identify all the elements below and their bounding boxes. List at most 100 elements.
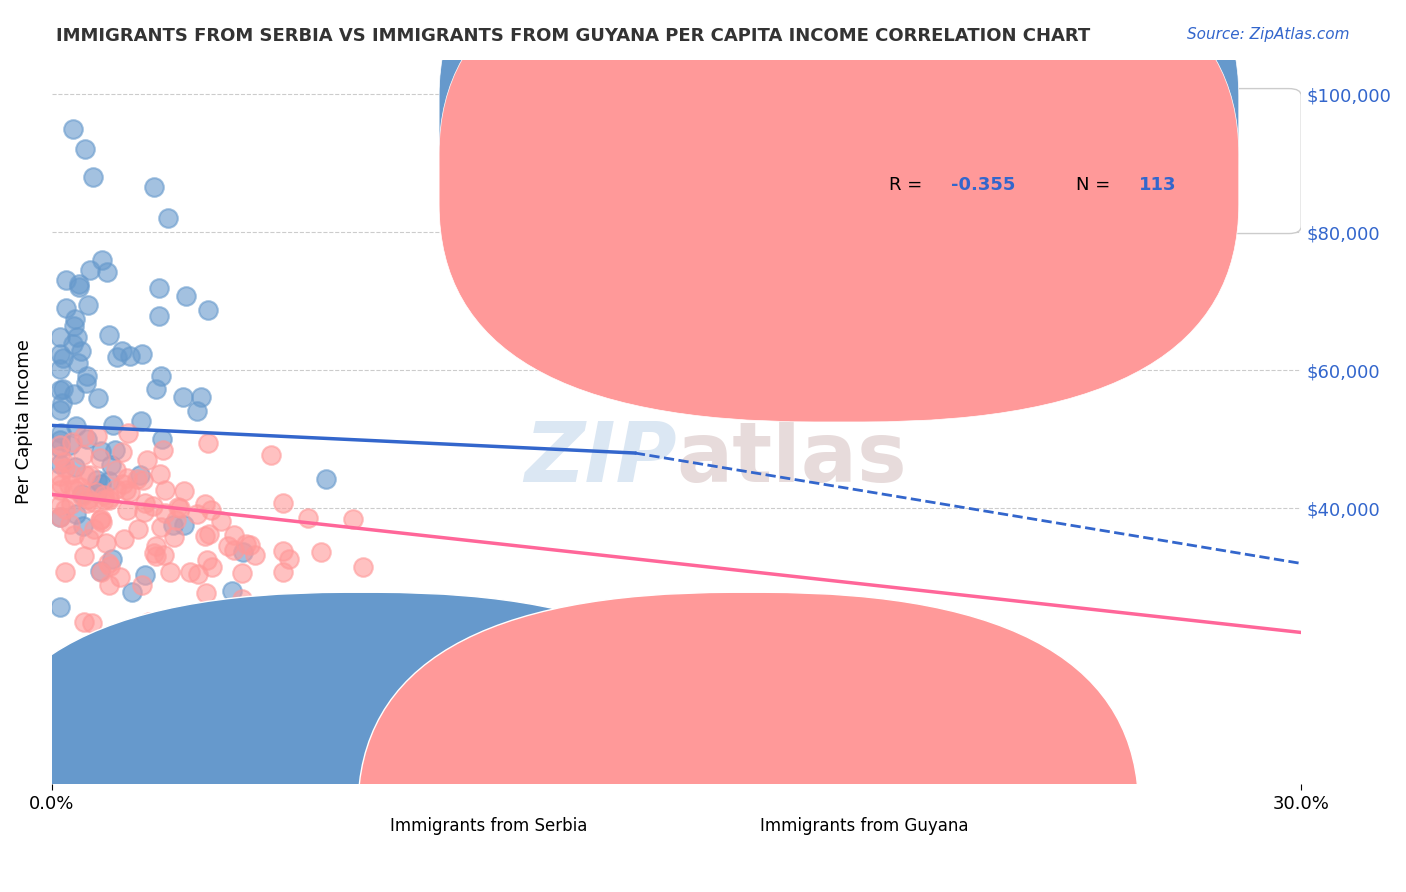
Point	[59, 467, 82, 481]
Point	[97, 556, 120, 570]
Point	[90, 252, 112, 267]
Point	[115, 483, 138, 497]
Point	[100, 458, 122, 473]
FancyBboxPatch shape	[359, 592, 1139, 892]
Point	[222, 543, 245, 558]
Point	[131, 347, 153, 361]
Point	[55, 301, 77, 316]
Point	[58, 478, 80, 492]
Point	[186, 508, 208, 522]
Point	[79, 263, 101, 277]
Point	[112, 644, 135, 658]
Point	[104, 442, 127, 457]
Point	[55, 273, 77, 287]
Point	[134, 505, 156, 519]
Point	[49, 510, 72, 524]
Text: 80: 80	[1139, 118, 1164, 136]
Point	[70, 344, 93, 359]
Text: R =: R =	[889, 176, 928, 194]
Point	[72, 429, 94, 443]
Point	[271, 496, 294, 510]
Point	[128, 467, 150, 482]
Point	[65, 460, 87, 475]
Point	[67, 277, 90, 292]
Point	[91, 515, 114, 529]
Point	[60, 434, 83, 449]
Point	[222, 528, 245, 542]
Point	[108, 570, 131, 584]
Point	[169, 500, 191, 515]
Point	[79, 467, 101, 482]
Point	[125, 653, 148, 667]
Point	[145, 382, 167, 396]
Point	[80, 615, 103, 630]
Point	[231, 566, 253, 581]
Point	[176, 289, 198, 303]
Point	[103, 417, 125, 432]
Point	[112, 476, 135, 491]
Text: ZIP: ZIP	[524, 417, 676, 499]
Point	[72, 448, 94, 462]
Point	[67, 356, 90, 370]
Point	[309, 545, 332, 559]
Point	[162, 518, 184, 533]
Point	[138, 615, 160, 630]
Point	[142, 179, 165, 194]
Point	[221, 583, 243, 598]
Point	[49, 384, 72, 398]
Point	[129, 414, 152, 428]
FancyBboxPatch shape	[439, 0, 1239, 422]
Point	[150, 369, 173, 384]
Point	[200, 503, 222, 517]
Point	[315, 473, 337, 487]
Point	[51, 425, 73, 440]
Point	[342, 511, 364, 525]
Point	[145, 549, 167, 564]
Point	[82, 169, 104, 184]
FancyBboxPatch shape	[776, 88, 1302, 234]
Point	[87, 391, 110, 405]
Point	[76, 433, 98, 447]
Point	[112, 532, 135, 546]
Point	[93, 488, 115, 502]
Point	[238, 538, 260, 552]
Point	[115, 470, 138, 484]
Point	[143, 546, 166, 560]
Point	[260, 448, 283, 462]
Point	[165, 513, 187, 527]
Y-axis label: Per Capita Income: Per Capita Income	[15, 340, 32, 504]
Point	[66, 329, 89, 343]
Point	[76, 491, 98, 506]
Point	[148, 281, 170, 295]
Point	[49, 509, 72, 524]
Point	[97, 474, 120, 488]
Point	[232, 544, 254, 558]
Point	[157, 211, 180, 226]
Point	[105, 463, 128, 477]
Point	[111, 343, 134, 358]
Point	[76, 369, 98, 384]
Point	[69, 480, 91, 494]
Point	[86, 429, 108, 443]
Point	[278, 551, 301, 566]
Point	[62, 337, 84, 351]
Text: Immigrants from Serbia: Immigrants from Serbia	[391, 817, 588, 835]
Point	[98, 492, 121, 507]
Text: atlas: atlas	[676, 417, 907, 499]
Point	[271, 544, 294, 558]
Point	[76, 496, 98, 510]
Point	[231, 591, 253, 606]
Point	[149, 467, 172, 481]
Point	[49, 449, 72, 463]
Point	[49, 498, 72, 512]
Point	[101, 552, 124, 566]
Point	[121, 584, 143, 599]
Point	[59, 517, 82, 532]
Point	[62, 483, 84, 497]
Point	[72, 518, 94, 533]
Point	[62, 386, 84, 401]
Point	[49, 599, 72, 614]
Point	[173, 517, 195, 532]
Point	[186, 404, 208, 418]
Point	[96, 536, 118, 550]
